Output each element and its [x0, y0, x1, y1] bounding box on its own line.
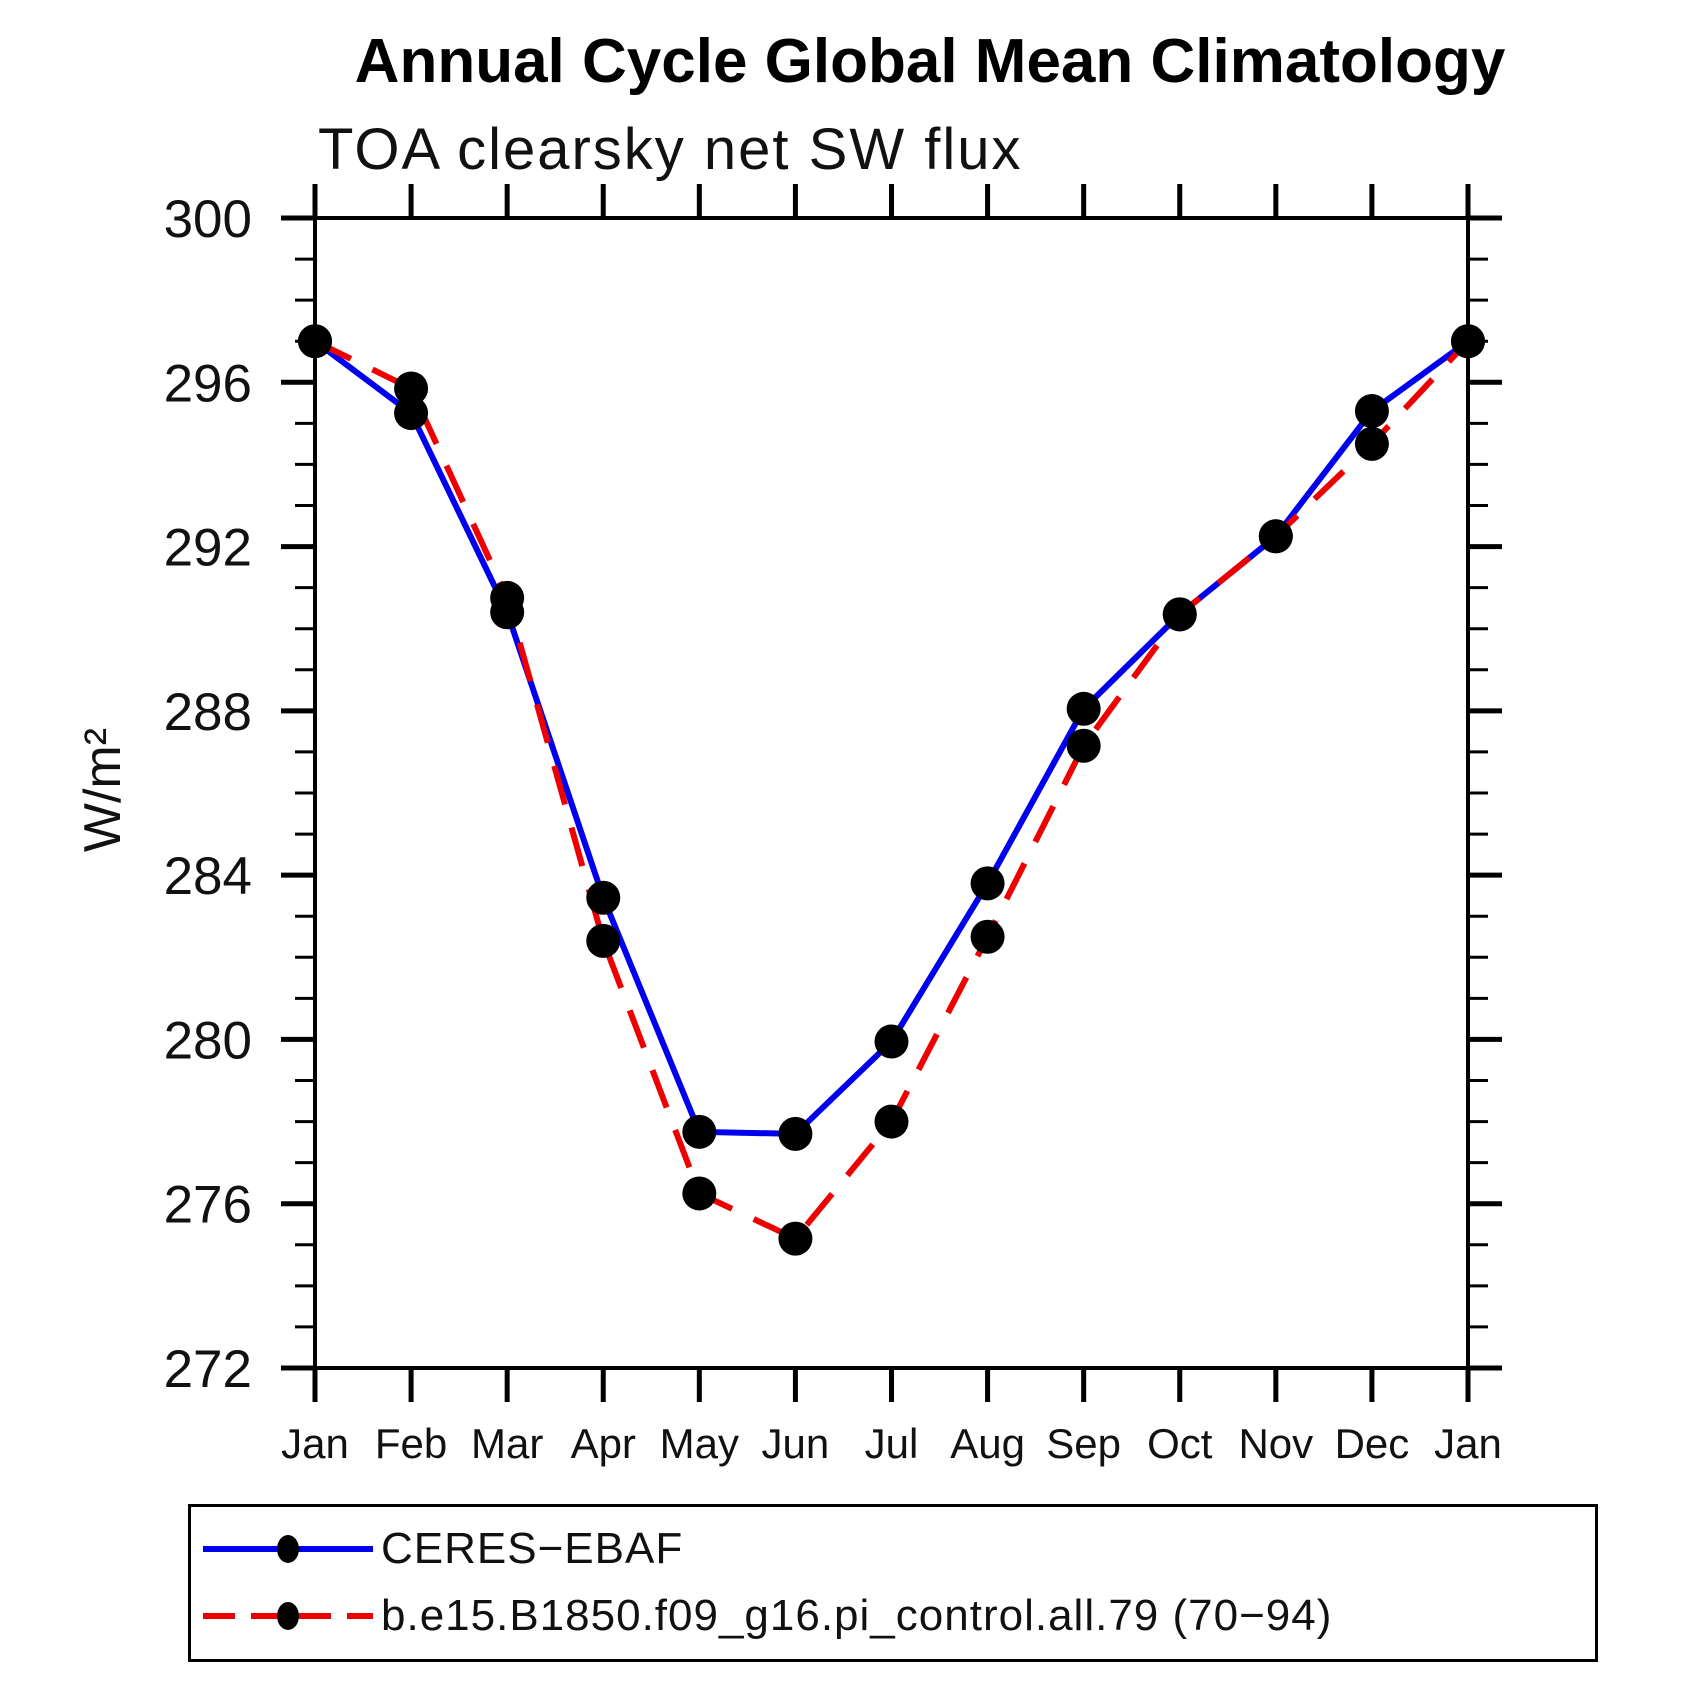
y-tick-label: 276: [164, 1176, 252, 1235]
y-tick-label: 280: [164, 1011, 252, 1070]
data-point-marker-series-0: [778, 1116, 813, 1151]
x-tick-label: Jan: [281, 1420, 349, 1467]
data-point-marker-series-0: [874, 1024, 909, 1059]
x-tick-label: Feb: [375, 1420, 447, 1467]
x-tick-label: Dec: [1335, 1420, 1410, 1467]
data-point-marker-series-1: [1354, 426, 1389, 461]
data-point-marker-series-1: [490, 580, 525, 615]
legend: CERES−EBAF b.e15.B1850.f09_g16.pi_contro…: [188, 1504, 1598, 1662]
x-tick-label: Oct: [1147, 1420, 1213, 1467]
chart-subtitle: TOA clearsky net SW flux: [318, 117, 1023, 182]
legend-swatch-solid-line: [203, 1535, 373, 1563]
legend-item-model: b.e15.B1850.f09_g16.pi_control.all.79 (7…: [199, 1591, 1332, 1641]
data-point-marker-series-1: [874, 1104, 909, 1139]
x-tick-label: Nov: [1238, 1420, 1313, 1467]
data-point-marker-series-1: [1162, 597, 1197, 632]
data-point-marker-series-1: [1258, 519, 1293, 554]
data-point-marker-series-0: [970, 866, 1005, 901]
legend-swatch-dashed-line: [203, 1602, 373, 1630]
y-tick-label: 300: [164, 190, 252, 249]
x-tick-label: Sep: [1046, 1420, 1121, 1467]
x-tick-label: Jan: [1434, 1420, 1502, 1467]
x-tick-label: Aug: [950, 1420, 1025, 1467]
series-line-1: [313, 338, 1471, 1243]
data-point-marker-series-1: [1066, 728, 1101, 763]
x-tick-label: Jul: [865, 1420, 919, 1467]
x-tick-label: Apr: [571, 1420, 636, 1467]
legend-label-model: b.e15.B1850.f09_g16.pi_control.all.79 (7…: [381, 1591, 1333, 1640]
data-point-marker-series-1: [298, 324, 332, 359]
data-point-marker-series-1: [1451, 324, 1485, 359]
legend-item-ceres-ebaf: CERES−EBAF: [199, 1524, 683, 1574]
y-tick-label: 292: [164, 519, 252, 578]
y-tick-label: 272: [164, 1340, 252, 1399]
legend-marker-dot: [277, 1602, 299, 1630]
legend-marker-dot: [277, 1535, 299, 1563]
data-point-marker-series-0: [1354, 394, 1389, 429]
series-line-0: [313, 338, 1470, 1137]
y-tick-label: 284: [164, 847, 252, 906]
data-point-marker-series-1: [778, 1221, 813, 1256]
x-tick-label: Mar: [471, 1420, 543, 1467]
data-point-marker-series-1: [586, 923, 621, 958]
data-point-marker-series-0: [586, 880, 621, 915]
data-point-marker-series-1: [682, 1176, 717, 1211]
y-tick-label: 288: [164, 683, 252, 742]
chart-title: Annual Cycle Global Mean Climatology: [354, 27, 1506, 96]
plot-frame: [313, 216, 1470, 1370]
x-tick-label: May: [660, 1420, 739, 1467]
legend-label-ceres-ebaf: CERES−EBAF: [381, 1524, 684, 1573]
y-tick-label: 296: [164, 354, 252, 413]
data-point-marker-series-0: [394, 396, 429, 431]
x-tick-label: Jun: [762, 1420, 830, 1467]
data-point-marker-series-0: [682, 1114, 717, 1149]
data-point-marker-series-1: [394, 371, 429, 406]
data-point-marker-series-0: [1066, 691, 1101, 726]
data-point-marker-series-1: [970, 919, 1005, 954]
